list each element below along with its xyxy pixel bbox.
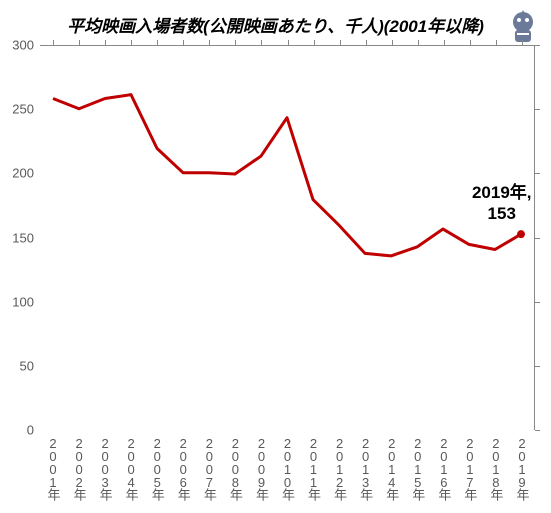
y-axis-label: 250 [0,102,34,117]
callout-line1: 2019年, [472,183,532,202]
x-axis-label: 2017年 [460,436,479,499]
mascot-icon [503,6,543,46]
y-axis-label: 50 [0,358,34,373]
x-axis-label: 2004年 [122,436,141,499]
chart-title: 平均映画入場者数(公開映画あたり、千人)(2001年以降) [0,12,551,37]
x-axis-label: 2014年 [382,436,401,499]
x-tick [392,40,393,45]
x-tick [261,40,262,45]
x-axis-label: 2003年 [96,436,115,499]
x-tick [444,40,445,45]
x-axis-label: 2008年 [226,436,245,499]
x-axis-label: 2007年 [200,436,219,499]
x-tick [314,40,315,45]
y-tick [535,109,540,110]
x-axis-label: 2005年 [148,436,167,499]
y-tick [535,302,540,303]
x-axis-label: 2013年 [356,436,375,499]
end-marker [517,230,525,238]
x-tick [53,40,54,45]
x-axis-label: 2012年 [330,436,349,499]
data-callout: 2019年, 153 [472,182,532,225]
y-axis-label: 0 [0,423,34,438]
y-axis-label: 300 [0,38,34,53]
x-tick [340,40,341,45]
x-axis-label: 2009年 [252,436,271,499]
x-tick [470,40,471,45]
data-line [53,95,521,256]
x-axis-label: 2015年 [408,436,427,499]
y-tick [535,173,540,174]
chart-container: 平均映画入場者数(公開映画あたり、千人)(2001年以降) 2019年, 153… [0,0,551,513]
y-axis-label: 100 [0,294,34,309]
x-tick [496,40,497,45]
x-tick [79,40,80,45]
x-tick [209,40,210,45]
x-tick [157,40,158,45]
x-axis-label: 2006年 [174,436,193,499]
x-tick [418,40,419,45]
callout-line2: 153 [488,204,516,223]
x-axis-label: 2018年 [486,436,505,499]
x-axis-label: 2001年 [44,436,63,499]
x-tick [235,40,236,45]
y-tick [535,430,540,431]
x-tick [131,40,132,45]
y-axis-label: 200 [0,166,34,181]
y-tick [535,238,540,239]
x-axis-label: 2002年 [70,436,89,499]
x-tick [522,40,523,45]
y-axis-label: 150 [0,230,34,245]
x-tick [183,40,184,45]
x-tick [288,40,289,45]
x-tick [366,40,367,45]
x-axis-label: 2016年 [434,436,453,499]
plot-area [40,45,535,430]
x-axis-label: 2010年 [278,436,297,499]
y-tick [535,366,540,367]
y-tick [535,45,540,46]
x-axis-label: 2011年 [304,436,323,499]
x-tick [105,40,106,45]
x-axis-label: 2019年 [512,436,531,499]
